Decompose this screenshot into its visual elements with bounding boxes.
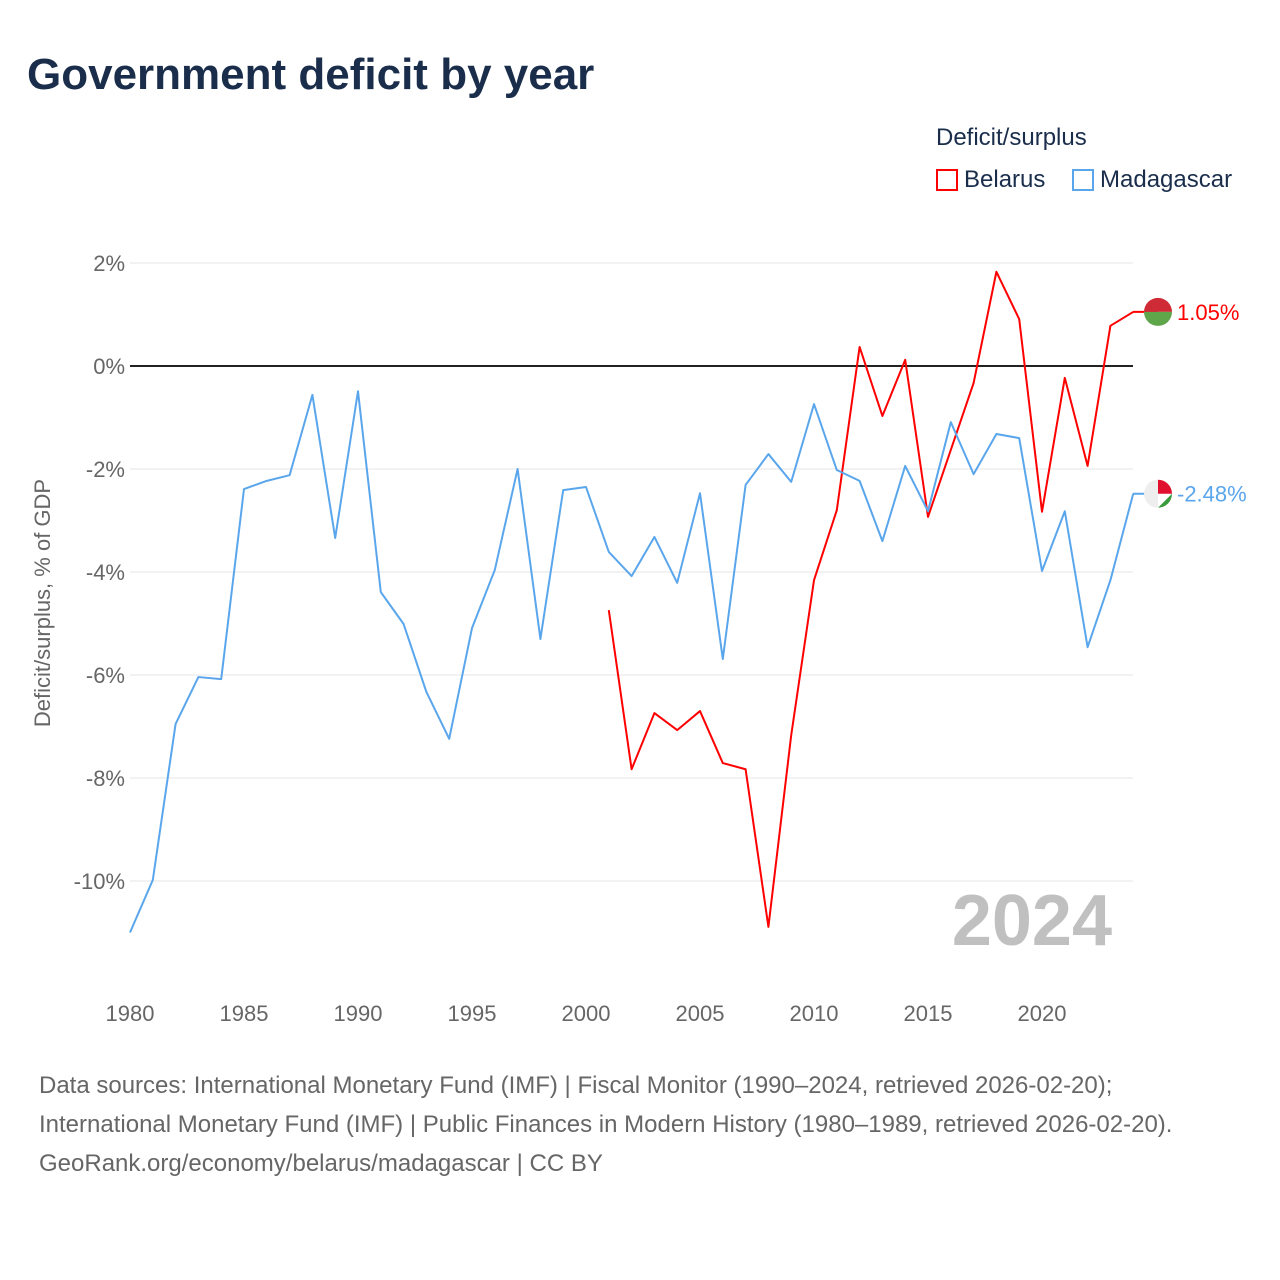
- source-text: Data sources: International Monetary Fun…: [39, 1072, 1173, 1138]
- y-tick-label: 0%: [93, 354, 125, 379]
- x-tick-label: 2020: [1018, 1001, 1067, 1026]
- y-tick-label: -2%: [86, 457, 125, 482]
- flag-icon-belarus: [1144, 311, 1172, 326]
- y-axis-label: Deficit/surplus, % of GDP: [30, 479, 55, 727]
- flag-icon-madagascar: [1158, 493, 1172, 508]
- chart-title: Government deficit by year: [27, 50, 595, 99]
- end-value-label: 1.05%: [1177, 300, 1239, 325]
- legend-swatch-belarus: [936, 169, 958, 191]
- x-tick-label: 2000: [562, 1001, 611, 1026]
- end-value-label: -2.48%: [1177, 482, 1247, 507]
- x-tick-label: 2010: [790, 1001, 839, 1026]
- plot-area: 2% 0% -2% -4% -6% -8% -10% 1980 1985 1990 1995 2000…: [30, 251, 1247, 1026]
- y-tick-label: -4%: [86, 560, 125, 585]
- x-tick-label: 1995: [448, 1001, 497, 1026]
- flag-icon-belarus: [1144, 297, 1172, 312]
- x-tick-label: 1990: [334, 1001, 383, 1026]
- legend-item-madagascar[interactable]: Madagascar: [1072, 166, 1232, 194]
- x-tick-label: 2005: [676, 1001, 725, 1026]
- legend-swatch-madagascar: [1072, 169, 1094, 191]
- year-watermark: 2024: [952, 881, 1112, 961]
- flag-icon-madagascar: [1144, 479, 1158, 508]
- x-tick-label: 1980: [106, 1001, 155, 1026]
- y-tick-label: -10%: [74, 869, 125, 894]
- y-tick-label: 2%: [93, 251, 125, 276]
- legend-title: Deficit/surplus: [936, 124, 1087, 151]
- series-line-belarus: [607, 270, 1134, 928]
- x-tick-label: 1985: [220, 1001, 269, 1026]
- y-tick-label: -8%: [86, 766, 125, 791]
- legend-label: Madagascar: [1100, 166, 1233, 193]
- flag-icon-madagascar: [1158, 479, 1172, 494]
- y-tick-label: -6%: [86, 663, 125, 688]
- source-note: Data sources: International Monetary Fun…: [39, 1066, 1239, 1183]
- x-tick-label: 2015: [904, 1001, 953, 1026]
- legend-label: Belarus: [964, 166, 1046, 193]
- legend-item-belarus[interactable]: Belarus: [936, 166, 1045, 194]
- source-link[interactable]: GeoRank.org/economy/belarus/madagascar |…: [39, 1150, 603, 1177]
- series-line-madagascar: [129, 390, 1135, 933]
